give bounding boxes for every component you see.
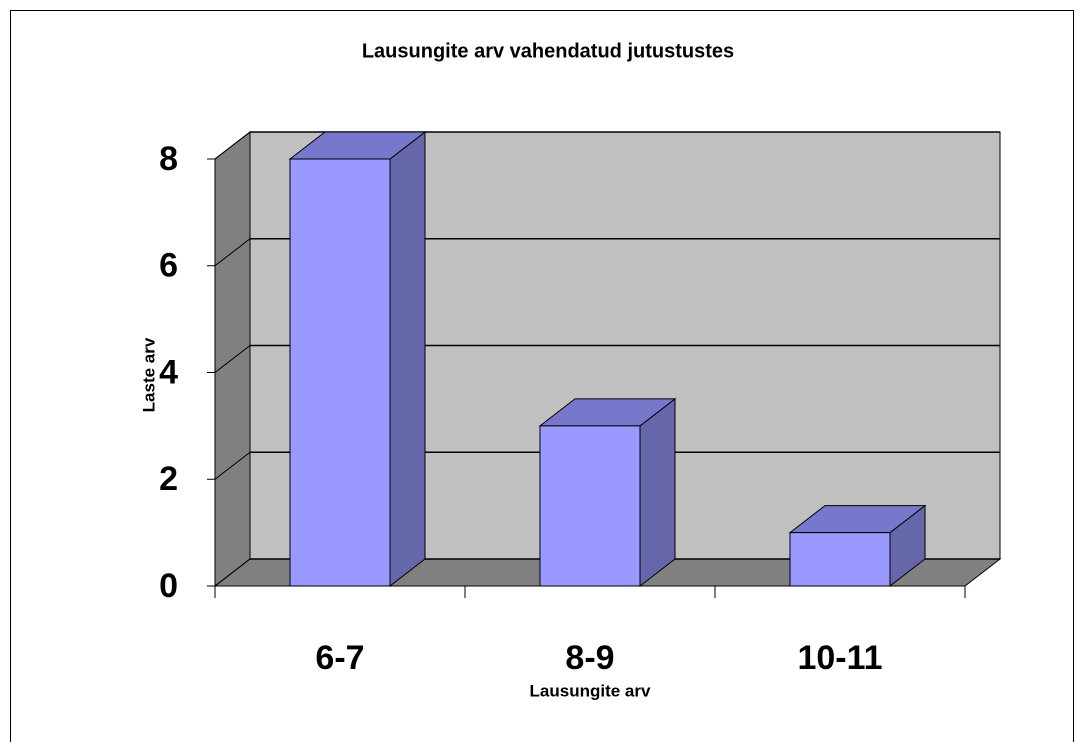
bar [539, 425, 641, 587]
grid-line [214, 345, 251, 373]
grid-line [214, 451, 251, 480]
y-tick-label: 6 [159, 247, 178, 285]
x-tick-label: 10-11 [797, 639, 882, 677]
bar [289, 158, 391, 587]
grid-line [214, 238, 251, 267]
x-tick-label: 8-9 [565, 639, 614, 677]
y-tick-label: 4 [159, 353, 178, 391]
y-tick-label: 8 [159, 140, 178, 178]
y-tick-label: 2 [159, 460, 178, 498]
y-tick-label: 0 [159, 567, 178, 605]
x-axis-label: Lausungite arv [530, 681, 651, 700]
grid-line [214, 131, 251, 160]
bar-side [389, 130, 426, 588]
chart-title: Lausungite arv vahendatud jutustustes [362, 40, 734, 62]
x-tick-label: 6-7 [315, 639, 364, 677]
bar-side [639, 397, 676, 588]
grid-line [214, 558, 251, 587]
bar [789, 532, 891, 587]
y-axis-label: Laste arv [139, 337, 158, 412]
